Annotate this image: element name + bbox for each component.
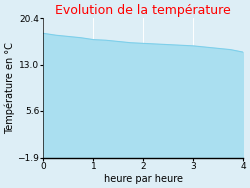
X-axis label: heure par heure: heure par heure	[104, 174, 183, 184]
Y-axis label: Température en °C: Température en °C	[4, 42, 15, 134]
Title: Evolution de la température: Evolution de la température	[56, 4, 231, 17]
